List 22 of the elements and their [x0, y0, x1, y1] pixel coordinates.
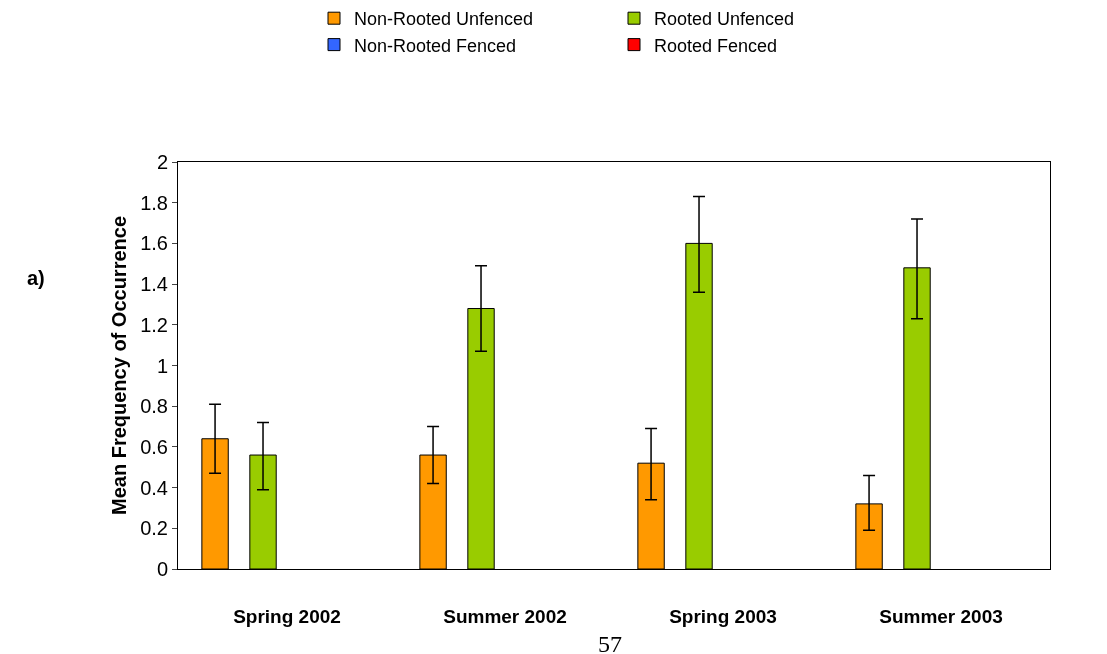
y-tick-label: 0.8 — [140, 395, 168, 418]
legend-label: Rooted Fenced — [654, 35, 778, 56]
y-tick-label: 0.6 — [140, 435, 168, 458]
text: a) — [27, 267, 45, 289]
y-tick-label: 1.6 — [140, 232, 168, 255]
x-tick-label: Summer 2003 — [879, 605, 1003, 627]
y-tick-label: 1.4 — [140, 273, 168, 296]
x-tick-label: Spring 2002 — [233, 605, 341, 627]
legend-label: Non-Rooted Fenced — [354, 35, 517, 56]
y-tick-label: 0.4 — [140, 476, 168, 499]
y-tick-label: 0 — [156, 558, 168, 580]
legend-label: Non-Rooted Unfenced — [354, 9, 534, 30]
y-tick-label: 1.2 — [140, 313, 168, 336]
legend-label: Rooted Unfenced — [654, 9, 795, 30]
y-axis-title: Mean Frequency of Occurrence — [107, 216, 130, 515]
text: 57 — [598, 631, 622, 654]
y-tick-label: 0.2 — [140, 517, 168, 540]
y-tick-label: 1 — [156, 354, 168, 377]
x-tick-label: Spring 2003 — [669, 605, 777, 627]
y-tick-label: 2 — [156, 151, 168, 173]
y-tick-label: 1.8 — [140, 191, 168, 214]
x-tick-label: Summer 2002 — [443, 605, 567, 627]
